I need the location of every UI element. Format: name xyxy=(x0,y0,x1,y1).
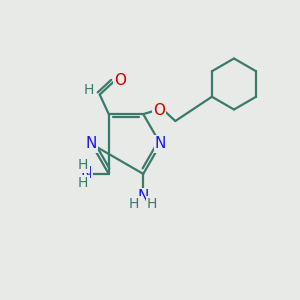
Text: N: N xyxy=(155,136,166,152)
Text: H: H xyxy=(78,158,88,172)
Text: N: N xyxy=(81,167,92,182)
Text: H: H xyxy=(78,176,88,190)
Text: H: H xyxy=(83,83,94,97)
Text: H: H xyxy=(129,197,140,211)
Text: N: N xyxy=(86,136,97,152)
Text: O: O xyxy=(114,73,126,88)
Text: N: N xyxy=(138,189,149,204)
Text: O: O xyxy=(153,103,165,118)
Text: H: H xyxy=(147,197,158,211)
